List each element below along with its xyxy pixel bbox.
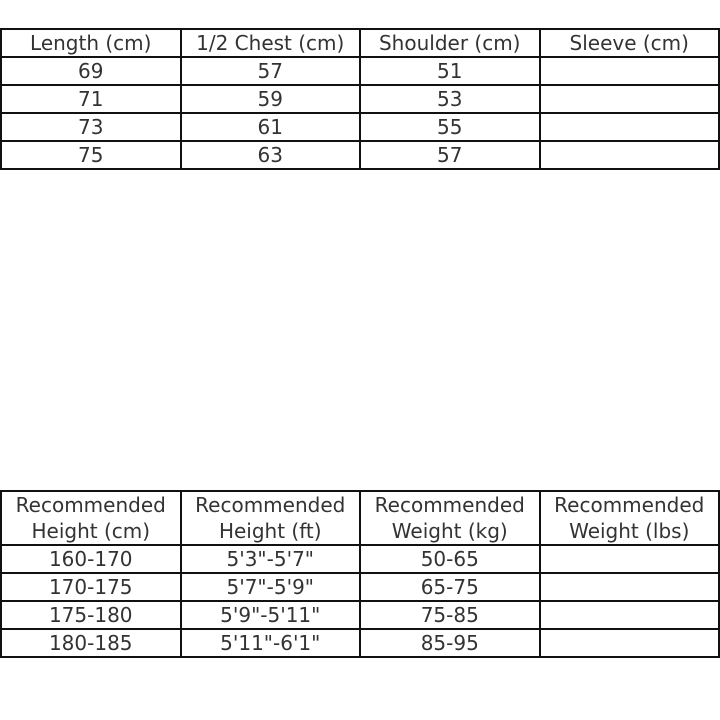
header-cell-text: Sleeve (cm) [569,31,689,55]
table-cell-text: 5'11"-6'1" [220,631,321,655]
table-cell-text: 170-175 [48,575,133,599]
table-cell: 85-95 [359,628,541,658]
table-cell-text: 73 [78,115,104,139]
table-cell [538,140,720,170]
header-cell: Recommended Weight (kg) [359,490,541,546]
header-cell-text: Recommended Height (ft) [195,493,346,543]
header-cell-text: Recommended Weight (lbs) [554,493,705,543]
table-cell: 170-175 [0,572,182,602]
table-cell: 57 [179,56,361,86]
table-cell-text: 57 [437,143,463,167]
header-cell-text: Shoulder (cm) [378,31,521,55]
table-cell [538,628,720,658]
table-cell-text: 5'3"-5'7" [226,547,314,571]
table-cell: 160-170 [0,544,182,574]
table-cell-text: 57 [257,59,283,83]
table-cell: 75 [0,140,182,170]
table-cell: 53 [359,84,541,114]
table-cell-text: 65-75 [420,575,479,599]
table-row: 71 59 53 [0,84,720,114]
table-row: 175-180 5'9"-5'11" 75-85 [0,600,720,630]
header-cell: 1/2 Chest (cm) [179,28,361,58]
table-cell-text: 75-85 [420,603,479,627]
header-cell-text: Length (cm) [30,31,152,55]
header-cell-text: Recommended Height (cm) [15,493,166,543]
table-row: 160-170 5'3"-5'7" 50-65 [0,544,720,574]
table-cell-text: 61 [257,115,283,139]
table-cell: 63 [179,140,361,170]
table-cell [538,56,720,86]
table-cell: 69 [0,56,182,86]
header-cell: Length (cm) [0,28,182,58]
table-cell-text: 69 [78,59,104,83]
table-cell-text: 50-65 [420,547,479,571]
table-cell [538,84,720,114]
header-cell: Recommended Height (cm) [0,490,182,546]
table-cell: 65-75 [359,572,541,602]
table-cell [538,572,720,602]
table-cell-text: 5'9"-5'11" [220,603,321,627]
table-cell-text: 71 [78,87,104,111]
size-table: Length (cm) 1/2 Chest (cm) Shoulder (cm) Sl… [0,28,720,170]
header-cell: Shoulder (cm) [359,28,541,58]
header-cell-text: Recommended Weight (kg) [374,493,525,543]
table-row: 180-185 5'11"-6'1" 85-95 [0,628,720,658]
table-cell-text: 175-180 [48,603,133,627]
table-cell: 180-185 [0,628,182,658]
table-cell: 5'11"-6'1" [179,628,361,658]
table-cell: 75-85 [359,600,541,630]
table-cell-text: 75 [78,143,104,167]
table-cell-text: 59 [257,87,283,111]
table-cell: 61 [179,112,361,142]
table-cell: 50-65 [359,544,541,574]
table-cell-text: 55 [437,115,463,139]
header-cell: Sleeve (cm) [538,28,720,58]
table-cell: 59 [179,84,361,114]
table-cell: 5'7"-5'9" [179,572,361,602]
table-cell: 175-180 [0,600,182,630]
table-cell [538,600,720,630]
table-cell [538,112,720,142]
table-cell: 57 [359,140,541,170]
table-cell-text: 180-185 [48,631,133,655]
table-cell: 73 [0,112,182,142]
table-row: 170-175 5'7"-5'9" 65-75 [0,572,720,602]
header-row: Length (cm) 1/2 Chest (cm) Shoulder (cm) Sl… [0,28,720,58]
header-row: Recommended Height (cm) Recommended Heigh… [0,490,720,546]
table-cell-text: 63 [257,143,283,167]
table-cell: 5'3"-5'7" [179,544,361,574]
table-cell-text: 53 [437,87,463,111]
header-cell: Recommended Weight (lbs) [538,490,720,546]
header-cell: Recommended Height (ft) [179,490,361,546]
table-cell-text: 160-170 [48,547,133,571]
table-row: 73 61 55 [0,112,720,142]
table-cell: 5'9"-5'11" [179,600,361,630]
recommendation-table: Recommended Height (cm) Recommended Heigh… [0,490,720,658]
header-cell-text: 1/2 Chest (cm) [196,31,345,55]
table-cell: 55 [359,112,541,142]
table-row: 75 63 57 [0,140,720,170]
table-cell-text: 5'7"-5'9" [226,575,314,599]
table-cell: 71 [0,84,182,114]
table-cell [538,544,720,574]
table-cell-text: 85-95 [420,631,479,655]
table-cell: 51 [359,56,541,86]
table-row: 69 57 51 [0,56,720,86]
table-cell-text: 51 [437,59,463,83]
